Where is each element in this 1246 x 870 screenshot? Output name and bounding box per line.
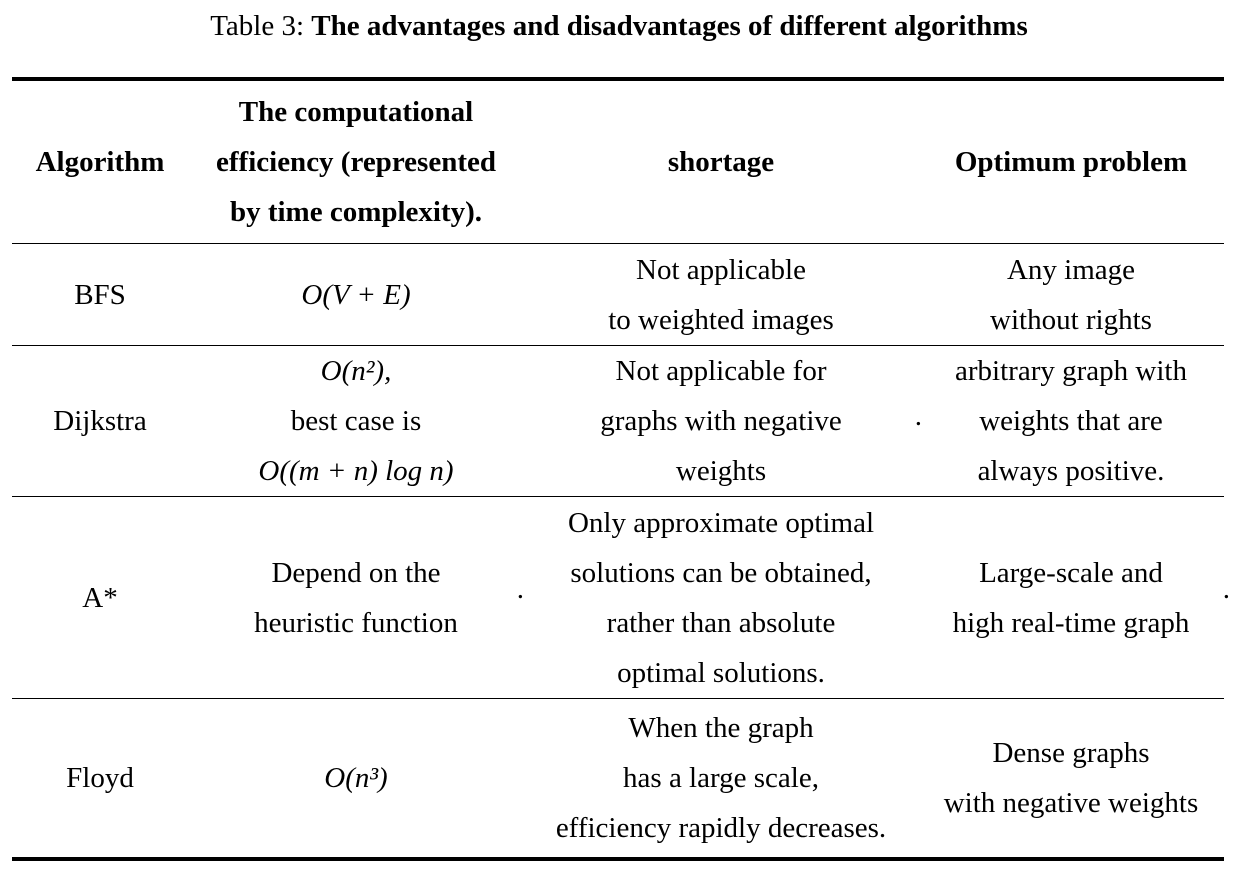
cell-algorithm: Dijkstra — [12, 345, 188, 497]
cell-shortage: Not applicable for graphs with negative … — [524, 345, 922, 497]
cell-algorithm: A* — [12, 496, 188, 699]
table-row: A* Depend on the heuristic function . On… — [12, 496, 1230, 699]
cell-efficiency: Depend on the heuristic function . — [188, 496, 524, 699]
cell-algorithm: Floyd — [12, 698, 188, 861]
cell-efficiency: O(n²), best case is O((m + n) log n) — [188, 345, 524, 497]
trailing-period: . — [1222, 573, 1230, 605]
header-row: Algorithm The computational efficiency (… — [12, 79, 1224, 244]
cell-efficiency: O(V + E) — [188, 243, 524, 346]
header-efficiency: The computational efficiency (represente… — [188, 79, 524, 244]
table-row: Dijkstra O(n²), best case is O((m + n) l… — [12, 345, 1224, 497]
cell-algorithm: BFS — [12, 243, 188, 346]
cell-shortage: Not applicable to weighted images — [524, 243, 918, 346]
table-row: BFS O(V + E) Not applicable to weighted … — [12, 243, 1224, 346]
algorithms-table: Algorithm The computational efficiency (… — [12, 77, 1230, 861]
table-row: Floyd O(n³) When the graph has a large s… — [12, 698, 1224, 861]
header-optimum: Optimum problem — [918, 79, 1224, 244]
cell-shortage: Only approximate optimal solutions can b… — [524, 496, 918, 699]
header-algorithm: Algorithm — [12, 79, 188, 244]
cell-shortage: When the graph has a large scale, effici… — [524, 698, 918, 861]
cell-optimum: Any image without rights — [918, 243, 1224, 346]
table-caption: Table 3: The advantages and disadvantage… — [0, 8, 1238, 44]
header-shortage: shortage — [524, 79, 918, 244]
cell-efficiency: O(n³) — [188, 698, 524, 861]
trailing-period: . — [516, 573, 524, 605]
cell-optimum: arbitrary graph with weights that are al… — [918, 345, 1224, 497]
cell-optimum: Large-scale and high real-time graph . — [918, 496, 1230, 699]
caption-label: Table 3: — [210, 10, 305, 42]
cell-optimum: Dense graphs with negative weights — [918, 698, 1224, 861]
caption-title: The advantages and disadvantages of diff… — [311, 10, 1028, 42]
